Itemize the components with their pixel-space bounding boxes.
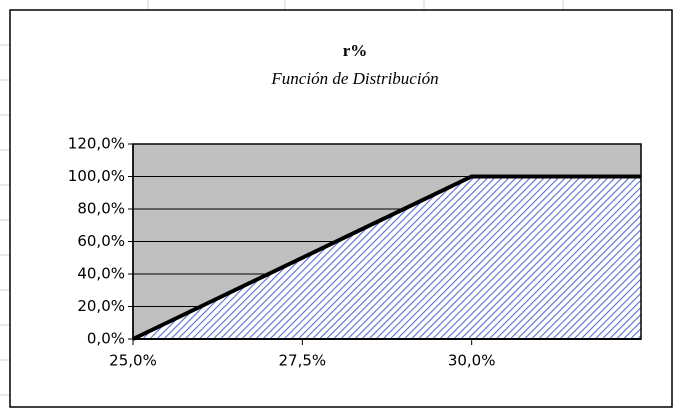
y-tick-label: 20,0%	[77, 297, 125, 315]
y-tick-label: 40,0%	[77, 265, 125, 283]
y-tick-label: 120,0%	[68, 135, 125, 153]
line	[132, 174, 641, 341]
x-tick-label: 30,0%	[448, 352, 496, 370]
chart-title: r%	[343, 41, 368, 60]
x-tick-label: 27,5%	[279, 352, 327, 370]
y-tick-label: 80,0%	[77, 200, 125, 218]
y-tick-label: 0,0%	[87, 330, 125, 348]
y-tick-label: 60,0%	[77, 232, 125, 250]
x-tick-label: 25,0%	[109, 352, 157, 370]
area	[133, 176, 641, 339]
sheet-grid	[0, 0, 564, 396]
chart-subtitle: Función de Distribución	[270, 69, 438, 88]
y-tick-label: 100,0%	[68, 167, 125, 185]
